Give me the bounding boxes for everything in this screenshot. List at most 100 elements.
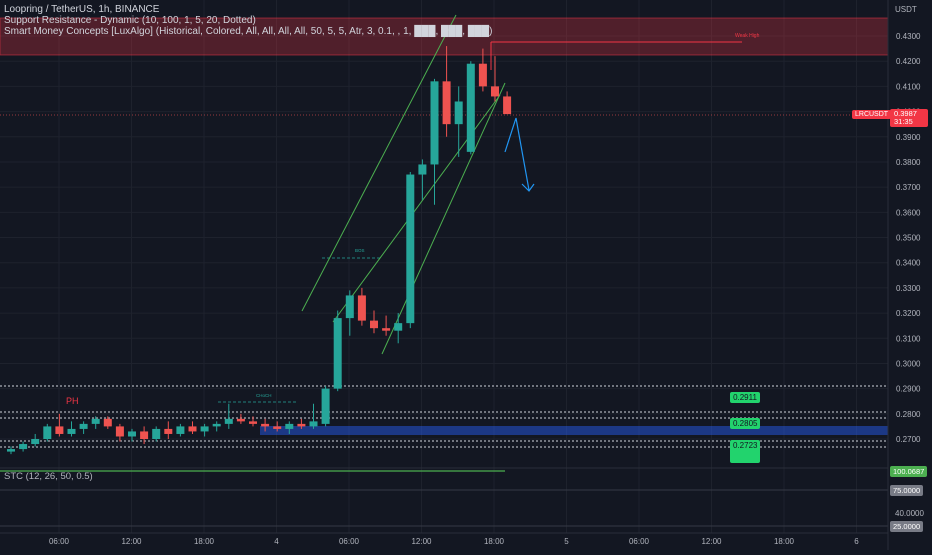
candle-body <box>454 101 463 125</box>
candle-body <box>115 426 124 437</box>
time-tick: 12:00 <box>701 537 722 546</box>
ph-label: PH <box>66 396 79 406</box>
legend: Loopring / TetherUS, 1h, BINANCE Support… <box>4 4 492 37</box>
bos-label: BOS <box>355 248 365 253</box>
sr-tag-2: 0.2805 <box>730 418 760 429</box>
projection-arrow <box>504 117 530 191</box>
time-tick: 12:00 <box>411 537 432 546</box>
candle-body <box>67 428 76 434</box>
candle-body <box>430 81 439 165</box>
price-tick: 0.3900 <box>896 133 921 142</box>
candle-body <box>285 423 294 429</box>
time-tick: 4 <box>274 537 279 546</box>
price-tick: 0.4300 <box>896 32 921 41</box>
candle-body <box>188 426 197 432</box>
candle-body <box>152 428 161 439</box>
candle-body <box>236 418 245 422</box>
price-tick: 0.2800 <box>896 410 921 419</box>
time-tick: 18:00 <box>194 537 215 546</box>
price-tick: 0.3000 <box>896 359 921 368</box>
supply-zone <box>0 17 889 56</box>
currency-label: USDT <box>895 5 917 14</box>
stc-level-75-tag: 75.0000 <box>890 485 924 496</box>
candle-body <box>406 174 415 324</box>
price-tick: 0.2900 <box>896 385 921 394</box>
candle-body <box>309 421 318 427</box>
candle-body <box>503 96 512 115</box>
countdown: 31:35 <box>894 117 913 126</box>
candle-body <box>164 428 173 434</box>
candle-body <box>297 423 306 427</box>
candle-body <box>357 295 366 321</box>
time-tick: 06:00 <box>339 537 360 546</box>
stc-tick-40: 40.0000 <box>895 509 924 518</box>
candle-body <box>273 426 282 429</box>
candle-body <box>345 295 354 319</box>
candle-body <box>200 426 209 432</box>
time-axis[interactable]: 06:00 12:00 18:00 4 06:00 12:00 18:00 5 06:00 12:… <box>49 537 859 546</box>
candle-body <box>333 318 342 389</box>
sr-tag-1: 0.2911 <box>730 392 760 403</box>
stc-legend[interactable]: STC (12, 26, 50, 0.5) <box>4 471 93 482</box>
candle-body <box>418 164 427 175</box>
time-tick: 6 <box>854 537 859 546</box>
price-tick: 0.4200 <box>896 57 921 66</box>
candle-body <box>140 431 149 439</box>
candle-body <box>79 423 88 429</box>
price-tick: 0.3100 <box>896 334 921 343</box>
last-price: 0.3987 <box>894 109 917 118</box>
candle-body <box>7 449 15 452</box>
last-price-tag: 0.3987 31:35 <box>890 109 928 127</box>
candles <box>7 46 512 455</box>
candle-body <box>491 86 499 97</box>
time-tick: 18:00 <box>484 537 505 546</box>
price-tick: 0.3400 <box>896 259 921 268</box>
legend-indicator-sr[interactable]: Support Resistance - Dynamic (10, 100, 1… <box>4 15 256 26</box>
candle-body <box>19 444 28 450</box>
time-tick: 06:00 <box>629 537 650 546</box>
symbol-tag: LRCUSDT <box>852 110 892 119</box>
grid <box>0 0 888 533</box>
candle-body <box>261 423 270 427</box>
price-tick: 0.3300 <box>896 284 921 293</box>
candle-body <box>321 388 330 424</box>
candle-body <box>43 426 52 439</box>
candle-body <box>394 323 403 331</box>
stc-value-tag: 100.0687 <box>890 466 928 477</box>
candle-body <box>128 431 136 437</box>
candle-body <box>176 426 185 434</box>
candle-body <box>249 421 257 424</box>
candle-body <box>31 439 40 445</box>
price-tick: 0.4100 <box>896 82 921 91</box>
channel-lower <box>381 82 506 355</box>
time-tick: 06:00 <box>49 537 70 546</box>
candle-body <box>224 418 233 424</box>
candle-body <box>478 63 487 87</box>
candle-body <box>370 320 378 329</box>
legend-title[interactable]: Loopring / TetherUS, 1h, BINANCE <box>4 4 160 15</box>
sr-tag-3: 0.2723 <box>730 440 760 463</box>
candle-body <box>212 423 221 427</box>
time-tick: 18:00 <box>774 537 795 546</box>
time-tick: 5 <box>564 537 569 546</box>
price-tick: 0.3700 <box>896 183 921 192</box>
candle-body <box>466 63 475 152</box>
price-tick: 0.3200 <box>896 309 921 318</box>
demand-zone <box>260 426 888 435</box>
price-tick: 0.3800 <box>896 158 921 167</box>
candle-body <box>55 426 64 434</box>
candle-body <box>442 81 451 125</box>
weak-high-label: Weak High <box>735 33 760 39</box>
channel-upper <box>301 14 457 312</box>
legend-indicator-smc[interactable]: Smart Money Concepts [LuxAlgo] (Historic… <box>4 26 493 37</box>
stc-level-25-tag: 25.0000 <box>890 521 924 532</box>
price-tick: 0.3600 <box>896 208 921 217</box>
time-tick: 12:00 <box>121 537 142 546</box>
candle-body <box>382 328 391 331</box>
price-tick: 0.2700 <box>896 435 921 444</box>
candle-body <box>91 418 100 424</box>
projection-arrowhead <box>521 183 535 192</box>
candle-body <box>103 418 112 427</box>
